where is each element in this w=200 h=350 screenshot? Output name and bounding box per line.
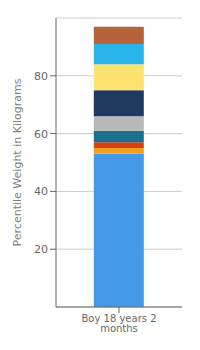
svg-text:60: 60: [34, 128, 48, 141]
svg-text:Boy 18 years 2months: Boy 18 years 2months: [81, 313, 156, 334]
svg-text:80: 80: [34, 70, 48, 83]
svg-text:20: 20: [34, 243, 48, 256]
svg-text:Percentile Weight in Kilograms: Percentile Weight in Kilograms: [11, 78, 24, 246]
svg-text:40: 40: [34, 185, 48, 198]
